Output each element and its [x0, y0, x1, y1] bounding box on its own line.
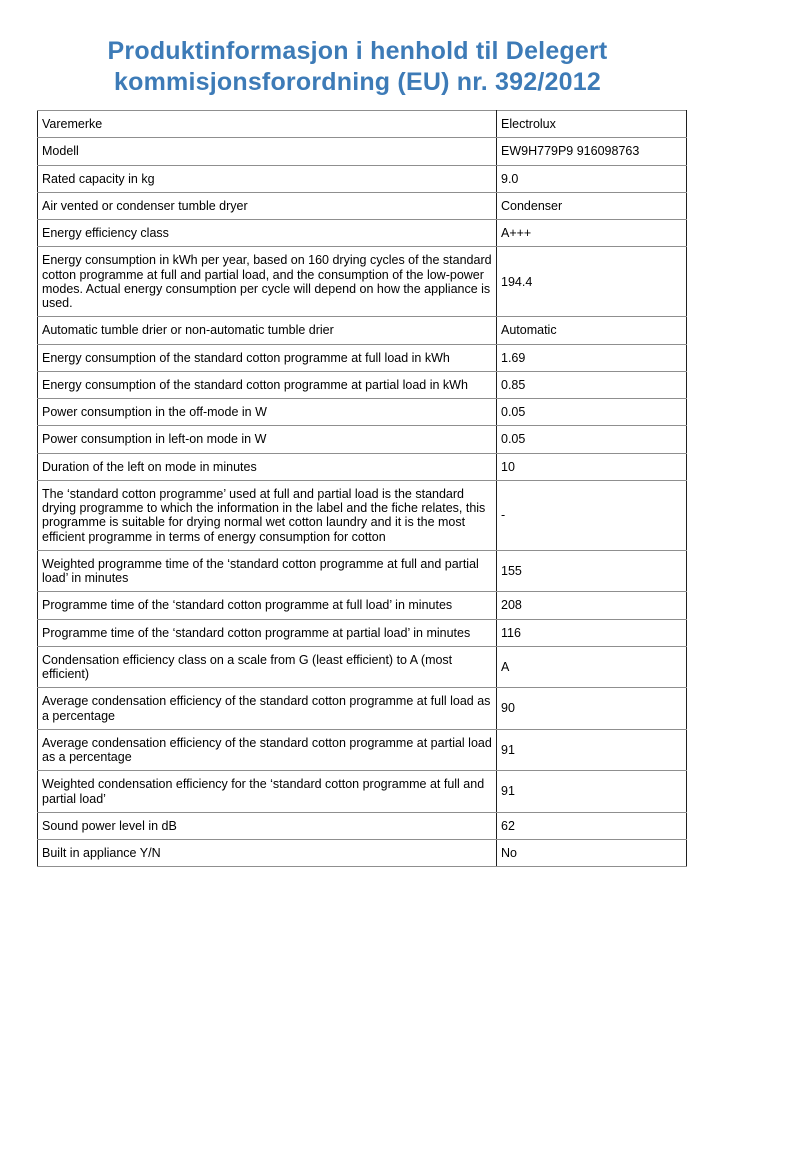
spec-label-cell: Condensation efficiency class on a scale…	[37, 645, 497, 689]
spec-label-cell: Duration of the left on mode in minutes	[37, 452, 497, 481]
spec-value-cell: 91	[496, 728, 687, 772]
spec-value-cell: 194.4	[496, 246, 687, 318]
product-info-table-body: Varemerke Electrolux Modell EW9H779P9 91609…	[37, 109, 687, 868]
spec-label-cell: Automatic tumble drier or non-automatic …	[37, 316, 497, 345]
table-row: Power consumption in the off-mode in W 0.…	[37, 397, 687, 427]
table-row: Energy efficiency class A+++	[37, 218, 687, 248]
spec-value-cell: A	[496, 645, 687, 689]
table-row: Energy consumption in kWh per year, base…	[37, 246, 687, 318]
spec-value-cell: 10	[496, 452, 687, 481]
spec-value-cell: EW9H779P9 916098763	[496, 137, 687, 166]
spec-value-cell: 0.85	[496, 370, 687, 400]
spec-label-cell: Programme time of the ‘standard cotton p…	[37, 618, 497, 647]
page-title: Produktinformasjon i henhold til Deleger…	[107, 37, 608, 96]
spec-value-cell: 91	[496, 770, 687, 813]
spec-label-cell: Rated capacity in kg	[37, 164, 497, 193]
spec-label-cell: Sound power level in dB	[37, 811, 497, 841]
spec-label-cell: Average condensation efficiency of the s…	[37, 687, 497, 730]
table-row: Weighted condensation efficiency for the…	[37, 770, 687, 813]
table-row: Programme time of the ‘standard cotton p…	[37, 591, 687, 620]
spec-value-cell: No	[496, 838, 687, 868]
spec-label-cell: Weighted condensation efficiency for the…	[37, 770, 497, 813]
spec-label-cell: Built in appliance Y/N	[37, 838, 497, 868]
spec-label-cell: Air vented or condenser tumble dryer	[37, 191, 497, 221]
document-page: Produktinformasjon i henhold til Deleger…	[0, 36, 802, 1170]
spec-value-cell: Electrolux	[496, 109, 687, 139]
spec-value-cell: 0.05	[496, 397, 687, 427]
table-row: Energy consumption of the standard cotto…	[37, 343, 687, 372]
table-row: Duration of the left on mode in minutes 1…	[37, 452, 687, 481]
spec-label-cell: Energy efficiency class	[37, 218, 497, 248]
spec-label-cell: Energy consumption of the standard cotto…	[37, 343, 497, 372]
spec-value-cell: 9.0	[496, 164, 687, 193]
spec-value-cell: 155	[496, 549, 687, 593]
spec-value-cell: 0.05	[496, 425, 687, 454]
table-row: Weighted programme time of the ‘standard…	[37, 549, 687, 593]
spec-label-cell: Average condensation efficiency of the s…	[37, 728, 497, 772]
spec-label-cell: Power consumption in the off-mode in W	[37, 397, 497, 427]
spec-value-cell: Automatic	[496, 316, 687, 345]
spec-label-cell: Weighted programme time of the ‘standard…	[37, 549, 497, 593]
spec-label-cell: Modell	[37, 137, 497, 166]
table-row: Modell EW9H779P9 916098763	[37, 137, 687, 166]
spec-label-cell: Varemerke	[37, 109, 497, 139]
table-row: Power consumption in left-on mode in W 0.…	[37, 425, 687, 454]
table-row: Average condensation efficiency of the s…	[37, 728, 687, 772]
table-row: Automatic tumble drier or non-automatic …	[37, 316, 687, 345]
table-row: The ‘standard cotton programme’ used at …	[37, 479, 687, 551]
spec-value-cell: 116	[496, 618, 687, 647]
spec-label-cell: Energy consumption in kWh per year, base…	[37, 246, 497, 318]
spec-label-cell: Programme time of the ‘standard cotton p…	[37, 591, 497, 620]
table-row: Programme time of the ‘standard cotton p…	[37, 618, 687, 647]
spec-label-cell: Power consumption in left-on mode in W	[37, 425, 497, 454]
table-row: Condensation efficiency class on a scale…	[37, 645, 687, 689]
table-row: Air vented or condenser tumble dryer Cond…	[37, 191, 687, 221]
spec-label-cell: Energy consumption of the standard cotto…	[37, 370, 497, 400]
spec-value-cell: A+++	[496, 218, 687, 248]
table-row: Energy consumption of the standard cotto…	[37, 370, 687, 400]
spec-label-cell: The ‘standard cotton programme’ used at …	[37, 479, 497, 551]
table-row: Average condensation efficiency of the s…	[37, 687, 687, 730]
table-row: Sound power level in dB 62	[37, 811, 687, 841]
spec-value-cell: 1.69	[496, 343, 687, 372]
table-row: Built in appliance Y/N No	[37, 838, 687, 868]
spec-value-cell: 208	[496, 591, 687, 620]
spec-value-cell: 62	[496, 811, 687, 841]
table-row: Varemerke Electrolux	[37, 109, 687, 139]
spec-value-cell: -	[496, 479, 687, 551]
product-info-table: Varemerke Electrolux Modell EW9H779P9 91609…	[37, 109, 687, 868]
spec-value-cell: 90	[496, 687, 687, 730]
spec-value-cell: Condenser	[496, 191, 687, 221]
table-row: Rated capacity in kg 9.0	[37, 164, 687, 193]
